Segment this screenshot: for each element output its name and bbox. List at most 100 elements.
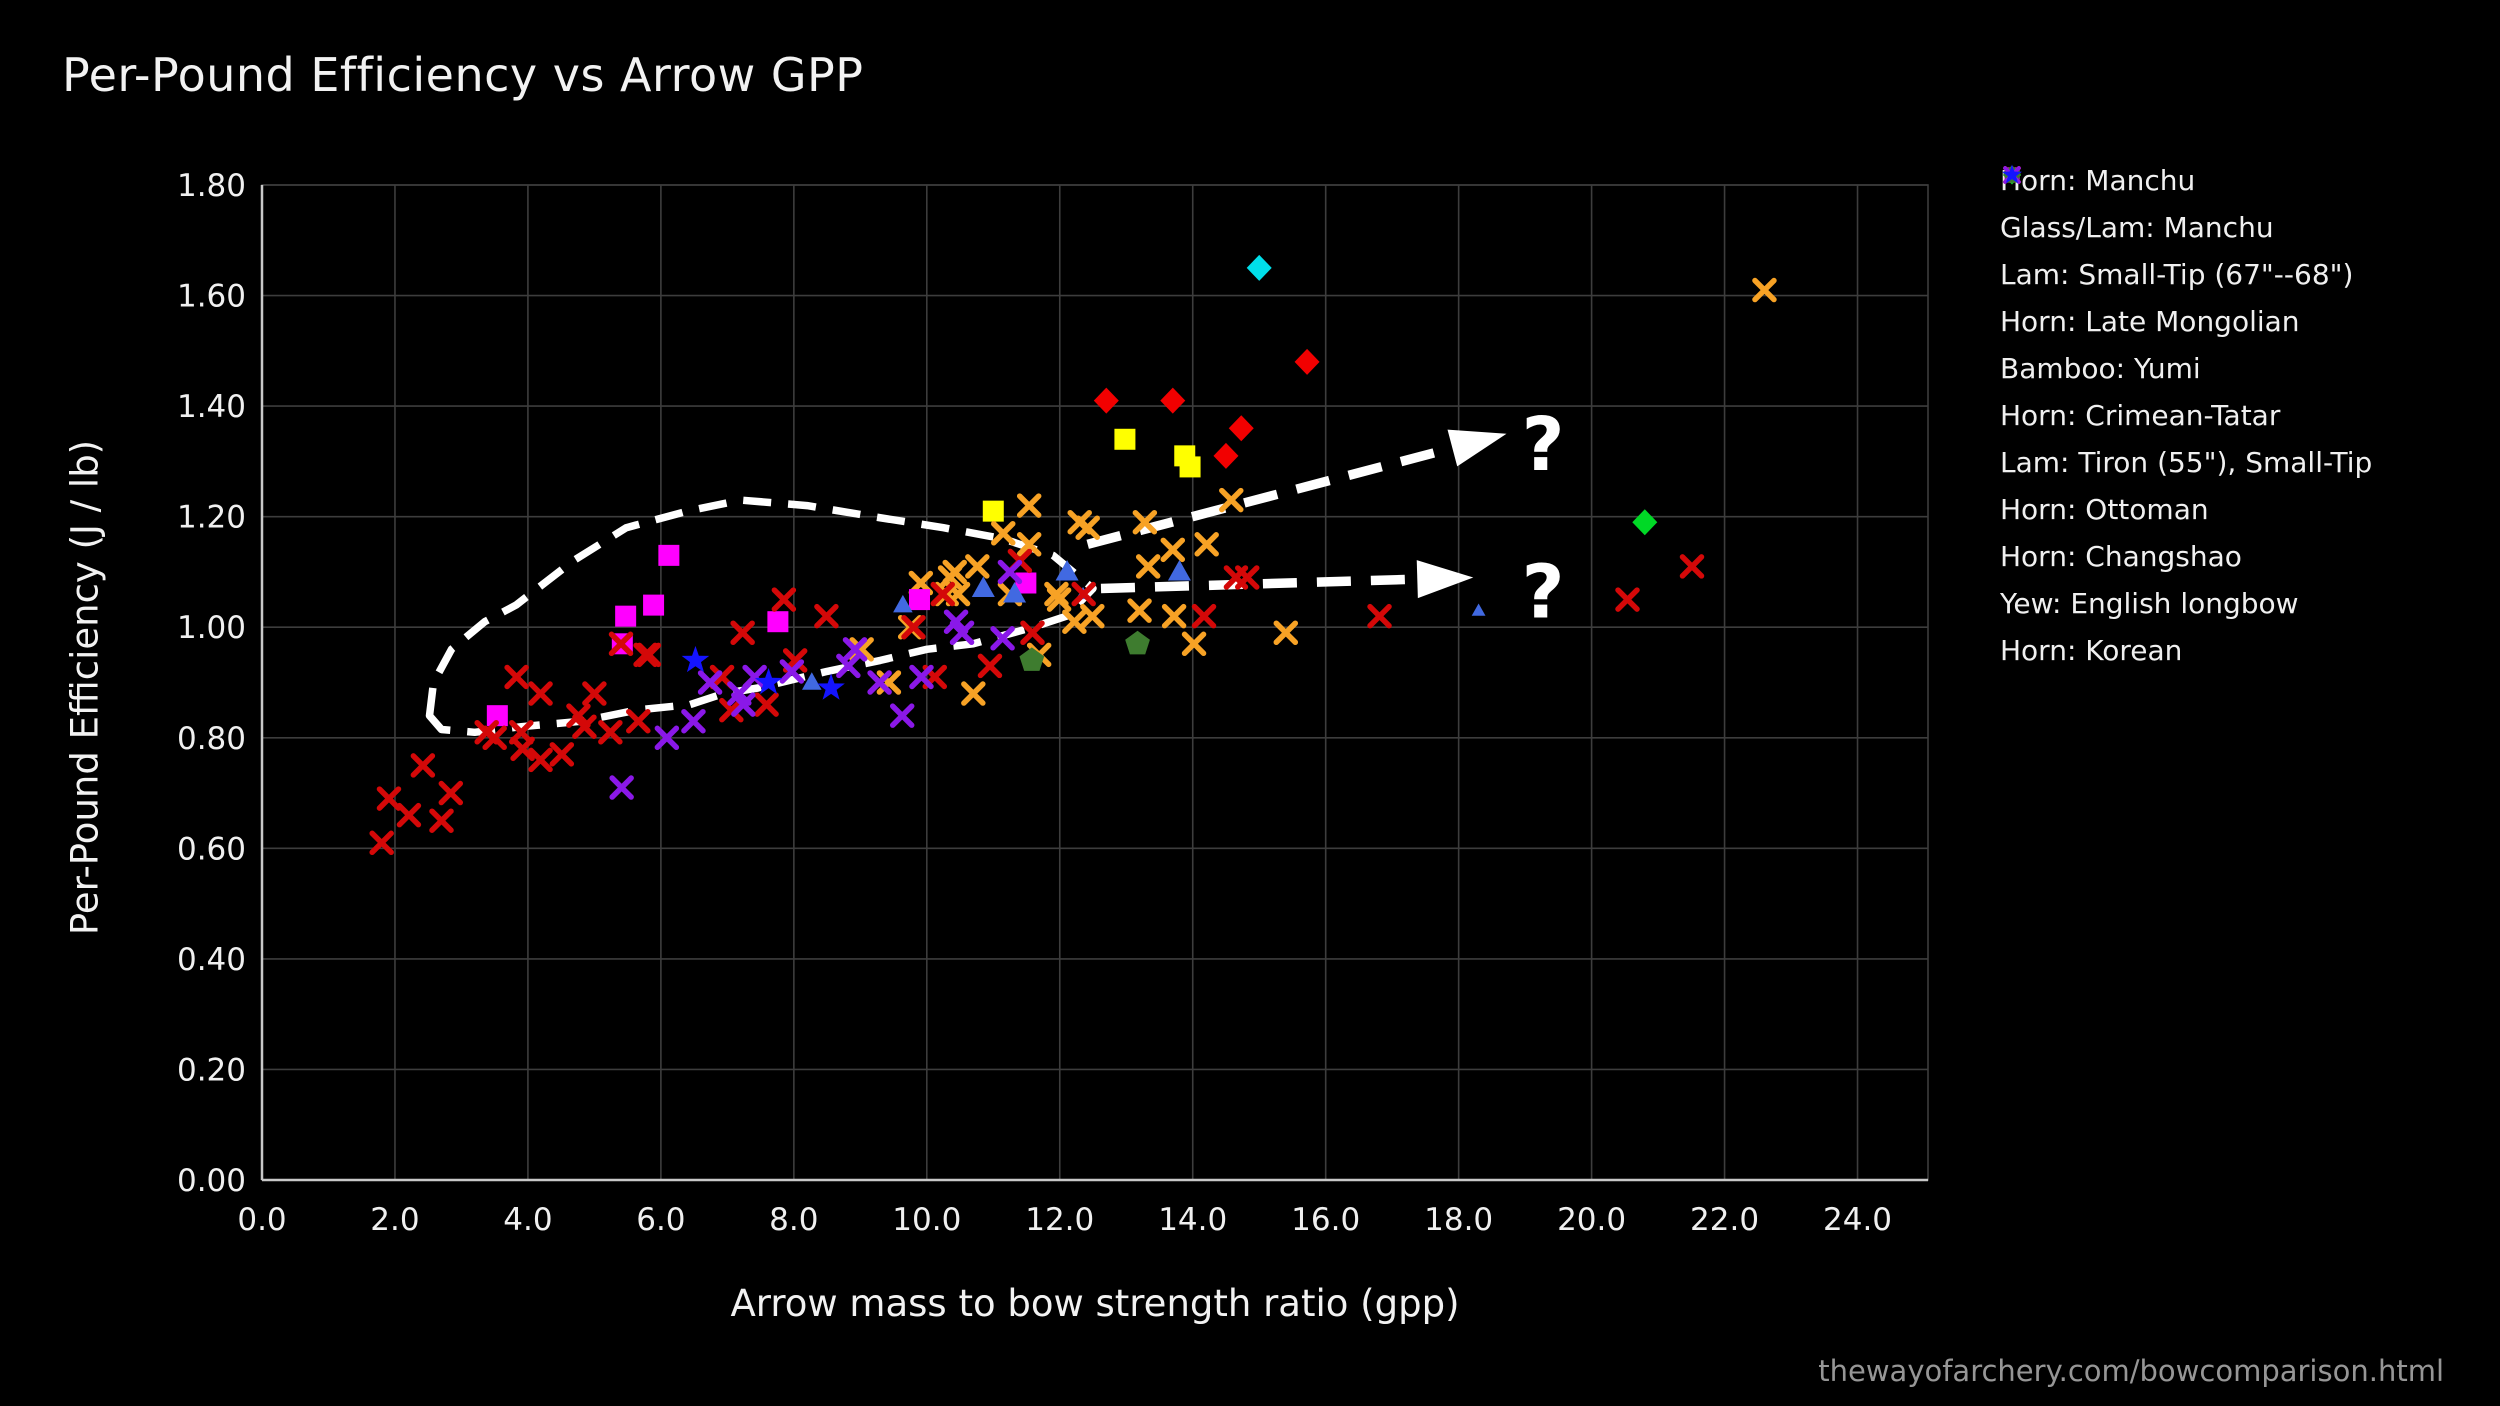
- data-point-marker: [1179, 456, 1201, 478]
- data-point-marker: [410, 753, 436, 778]
- legend-label: Yew: English longbow: [2000, 587, 2299, 620]
- data-point-marker: [771, 587, 797, 612]
- data-point-marker: [549, 742, 575, 767]
- grid-lines: [260, 184, 1929, 1182]
- y-tick-label: 0.80: [177, 721, 246, 757]
- x-tick-label: 20.0: [1557, 1202, 1626, 1238]
- x-tick-label: 12.0: [1025, 1202, 1094, 1238]
- x-tick-label: 0.0: [237, 1202, 286, 1238]
- data-point-marker: [754, 668, 783, 695]
- data-point-marker: [1679, 554, 1705, 579]
- data-point-marker: [1071, 581, 1096, 607]
- data-point-marker: [1020, 620, 1045, 645]
- legend-item: Bamboo: Yumi: [1992, 166, 2372, 392]
- data-point-marker: [842, 637, 868, 662]
- legend-label: Horn: Korean: [2000, 634, 2183, 667]
- data-point-marker: [889, 703, 915, 728]
- data-point-marker: [1167, 559, 1191, 581]
- data-point-marker: [991, 521, 1016, 546]
- legend-item: Lam: Tiron (55"), Small-Tip: [1992, 166, 2373, 486]
- legend: Horn: Manchu Glass/Lam: Manchu Lam: Small-…: [1992, 157, 2372, 674]
- data-point-marker: [1219, 487, 1244, 513]
- y-tick-label: 1.20: [177, 500, 246, 536]
- legend-item: Horn: Manchu: [1992, 157, 2372, 204]
- legend-label: Horn: Late Mongolian: [2000, 305, 2300, 338]
- data-point-marker: [742, 664, 767, 690]
- source-url: thewayofarchery.com/bowcomparison.html: [1818, 1354, 2444, 1388]
- data-point-marker: [1234, 565, 1260, 590]
- data-point-marker: [1132, 509, 1158, 535]
- data-point-marker: [598, 720, 623, 745]
- data-point-marker: [949, 620, 975, 645]
- legend-item: Lam: Small-Tip (67"--68"): [1992, 167, 2372, 298]
- data-point-marker: [1367, 603, 1392, 629]
- data-point-marker: [1003, 582, 1027, 603]
- data-points: [369, 254, 1777, 856]
- series-pentagon: [1019, 630, 1150, 671]
- legend-item: Horn: Late Mongolian: [1992, 165, 2372, 345]
- data-point-marker: [572, 714, 597, 739]
- data-point-marker: [2002, 164, 2022, 184]
- legend-item: Horn: Crimean-Tatar: [1992, 167, 2372, 439]
- trend-arrow-head: [1447, 429, 1507, 467]
- data-point-marker: [934, 581, 959, 607]
- data-point-marker: [528, 681, 553, 706]
- data-point-marker: [658, 544, 680, 566]
- series-square: [982, 428, 1201, 522]
- legend-item: Horn: Korean: [1992, 164, 2372, 674]
- legend-label: Horn: Crimean-Tatar: [2000, 399, 2281, 432]
- data-point-marker: [1019, 647, 1045, 671]
- y-tick-label: 1.00: [177, 610, 246, 646]
- series-triangle: [802, 559, 1486, 690]
- data-point-marker: [961, 681, 986, 706]
- data-point-marker: [908, 589, 930, 611]
- legend-label: Horn: Ottoman: [2000, 493, 2209, 526]
- data-point-marker: [1160, 387, 1186, 414]
- data-point-marker: [681, 645, 710, 673]
- data-point-marker: [997, 559, 1023, 585]
- data-point-marker: [802, 672, 822, 690]
- data-point-marker: [1191, 603, 1217, 629]
- data-point-marker: [1213, 442, 1239, 469]
- legend-label: Lam: Tiron (55"), Small-Tip: [2000, 446, 2373, 479]
- data-point-marker: [901, 614, 926, 640]
- data-point-marker: [1194, 532, 1219, 557]
- x-tick-label: 14.0: [1158, 1202, 1227, 1238]
- chart-title: Per-Pound Efficiency vs Arrow GPP: [62, 48, 864, 102]
- legend-item: Yew: English longbow: [1992, 166, 2372, 627]
- data-point-marker: [528, 747, 553, 773]
- y-axis-label: Per-Pound Efficiency (J / lb): [63, 439, 107, 936]
- legend-label: Horn: Manchu: [2000, 164, 2196, 197]
- data-point-marker: [836, 653, 861, 679]
- data-point-marker: [1294, 348, 1320, 375]
- data-point-marker: [626, 708, 651, 734]
- data-point-marker: [1273, 620, 1299, 645]
- series-diamond: [1246, 254, 1272, 281]
- data-point-marker: [1471, 603, 1486, 616]
- data-point-marker: [482, 725, 507, 751]
- data-point-marker: [982, 500, 1004, 522]
- data-point-marker: [486, 705, 508, 727]
- x-tick-label: 6.0: [636, 1202, 685, 1238]
- x-tick-label: 8.0: [769, 1202, 818, 1238]
- series-x: [849, 277, 1777, 706]
- series-x: [369, 548, 1705, 856]
- x-tick-label: 2.0: [370, 1202, 419, 1238]
- data-point-marker: [990, 626, 1015, 651]
- series-diamond: [1093, 348, 1320, 469]
- y-tick-label: 0.40: [177, 942, 246, 978]
- data-point-marker: [396, 802, 422, 828]
- data-point-marker: [1615, 587, 1640, 612]
- data-point-marker: [814, 603, 839, 629]
- data-point-marker: [504, 664, 529, 690]
- x-tick-label: 16.0: [1291, 1202, 1360, 1238]
- data-point-marker: [719, 697, 744, 723]
- data-point-marker: [1114, 428, 1136, 450]
- legend-label: Glass/Lam: Manchu: [2000, 211, 2274, 244]
- data-point-marker: [681, 708, 706, 734]
- data-point-marker: [893, 594, 913, 613]
- data-point-marker: [1062, 609, 1087, 634]
- x-tick-label: 4.0: [503, 1202, 552, 1238]
